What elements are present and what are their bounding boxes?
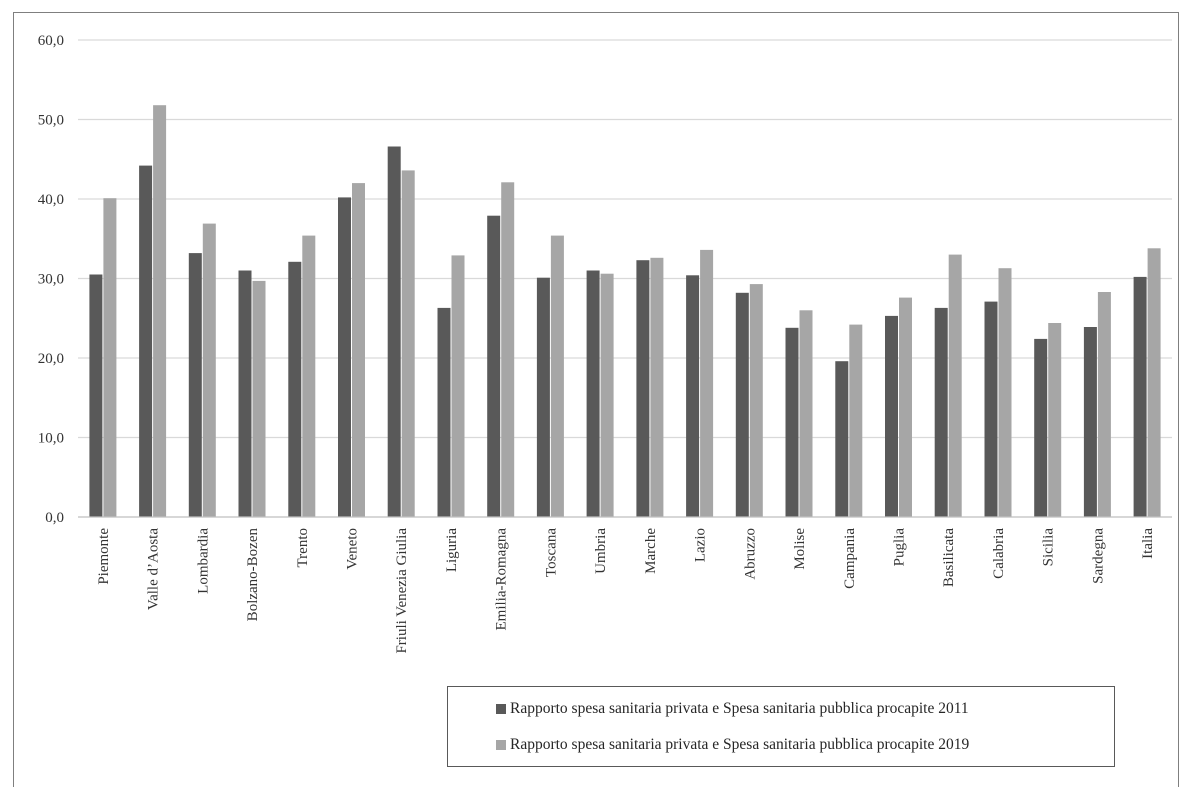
bar-2019	[899, 297, 912, 517]
bar-2011	[1083, 327, 1097, 517]
bar-2011	[89, 274, 103, 517]
x-tick-label: Lombardia	[195, 528, 211, 594]
bar-2011	[934, 307, 948, 517]
x-axis-labels: Piemonte Valle d’Aosta Lombardia Bolzano-Bo…	[96, 528, 1156, 654]
legend-swatch-2011	[496, 704, 506, 714]
legend-swatch-2019	[496, 740, 506, 750]
x-tick-label: Campania	[842, 528, 858, 589]
y-tick-label: 30,0	[38, 272, 64, 288]
bars	[89, 105, 1161, 518]
bar-2019	[202, 223, 216, 517]
bar-2019	[550, 235, 564, 517]
bar-2019	[998, 268, 1012, 517]
bar-2019	[451, 255, 465, 517]
bar-2011	[238, 270, 252, 517]
y-tick-label: 60,0	[38, 33, 64, 49]
bar-2019	[252, 280, 266, 517]
bar-2011	[586, 270, 600, 517]
y-tick-label: 10,0	[38, 431, 64, 447]
bar-2019	[1048, 323, 1062, 517]
bar-2019	[1147, 248, 1161, 518]
bar-2011	[835, 361, 849, 517]
legend-label-2019: Rapporto spesa sanitaria privata e Spesa…	[510, 736, 970, 753]
x-tick-label: Basilicata	[941, 528, 957, 587]
x-tick-label: Trento	[295, 528, 311, 567]
x-tick-label: Bolzano-Bozen	[245, 528, 261, 622]
x-tick-label: Sicilia	[1041, 528, 1057, 567]
bar-2011	[785, 327, 799, 517]
x-tick-label: Abruzzo	[742, 528, 758, 580]
y-tick-label: 0,0	[45, 510, 64, 526]
bar-2011	[686, 275, 700, 517]
bar-2011	[437, 307, 451, 517]
bar-2011	[1133, 276, 1147, 517]
bar-2011	[387, 146, 401, 517]
x-tick-label: Friuli Venezia Giulia	[394, 528, 410, 654]
x-tick-label: Molise	[792, 528, 808, 570]
y-tick-label: 20,0	[38, 351, 64, 367]
bar-2019	[401, 170, 415, 517]
bar-2011	[338, 197, 351, 517]
bar-2011	[885, 315, 898, 517]
x-tick-label: Toscana	[543, 528, 559, 577]
bar-2019	[799, 310, 813, 517]
x-tick-label: Emilia-Romagna	[494, 528, 510, 631]
x-tick-label: Marche	[643, 528, 659, 574]
x-tick-label: Sardegna	[1090, 528, 1106, 584]
bar-2011	[139, 165, 153, 517]
x-tick-label: Lazio	[693, 528, 709, 562]
bar-2011	[735, 292, 749, 517]
bar-2011	[984, 301, 998, 517]
x-tick-label: Puglia	[892, 528, 908, 567]
bar-2011	[536, 277, 550, 517]
y-tick-label: 50,0	[38, 113, 64, 129]
x-tick-label: Liguria	[444, 528, 460, 572]
legend: Rapporto spesa sanitaria privata e Spesa…	[447, 686, 1115, 767]
bar-2019	[352, 183, 365, 517]
bar-2019	[501, 182, 515, 518]
legend-label-2011: Rapporto spesa sanitaria privata e Spesa…	[510, 700, 969, 717]
x-tick-label: Veneto	[345, 528, 361, 570]
bar-2011	[188, 253, 202, 517]
y-tick-label: 40,0	[38, 192, 64, 208]
legend-item-2011: Rapporto spesa sanitaria privata e Spesa…	[496, 698, 969, 720]
x-tick-label: Umbria	[593, 528, 609, 574]
bar-2011	[288, 261, 302, 517]
legend-item-2019: Rapporto spesa sanitaria privata e Spesa…	[496, 734, 969, 756]
bar-2019	[600, 273, 614, 517]
x-tick-label: Valle d’Aosta	[146, 528, 162, 610]
bar-2019	[700, 249, 714, 517]
x-tick-label: Calabria	[991, 528, 1007, 579]
bar-2011	[1034, 338, 1048, 517]
x-tick-label: Piemonte	[96, 528, 112, 585]
bar-2019	[849, 324, 863, 517]
bar-2019	[302, 235, 316, 517]
bar-2019	[749, 284, 763, 517]
bar-2019	[153, 105, 167, 517]
bar-2011	[636, 260, 650, 517]
bar-2019	[1097, 292, 1111, 517]
bar-2011	[487, 215, 501, 517]
y-axis-ticks: 0,0 10,0 20,0 30,0 40,0 50,0 60,0	[38, 33, 64, 526]
x-tick-label: Italia	[1140, 528, 1156, 559]
bar-2019	[948, 254, 962, 517]
bar-2019	[103, 198, 117, 517]
bar-2019	[650, 257, 664, 517]
